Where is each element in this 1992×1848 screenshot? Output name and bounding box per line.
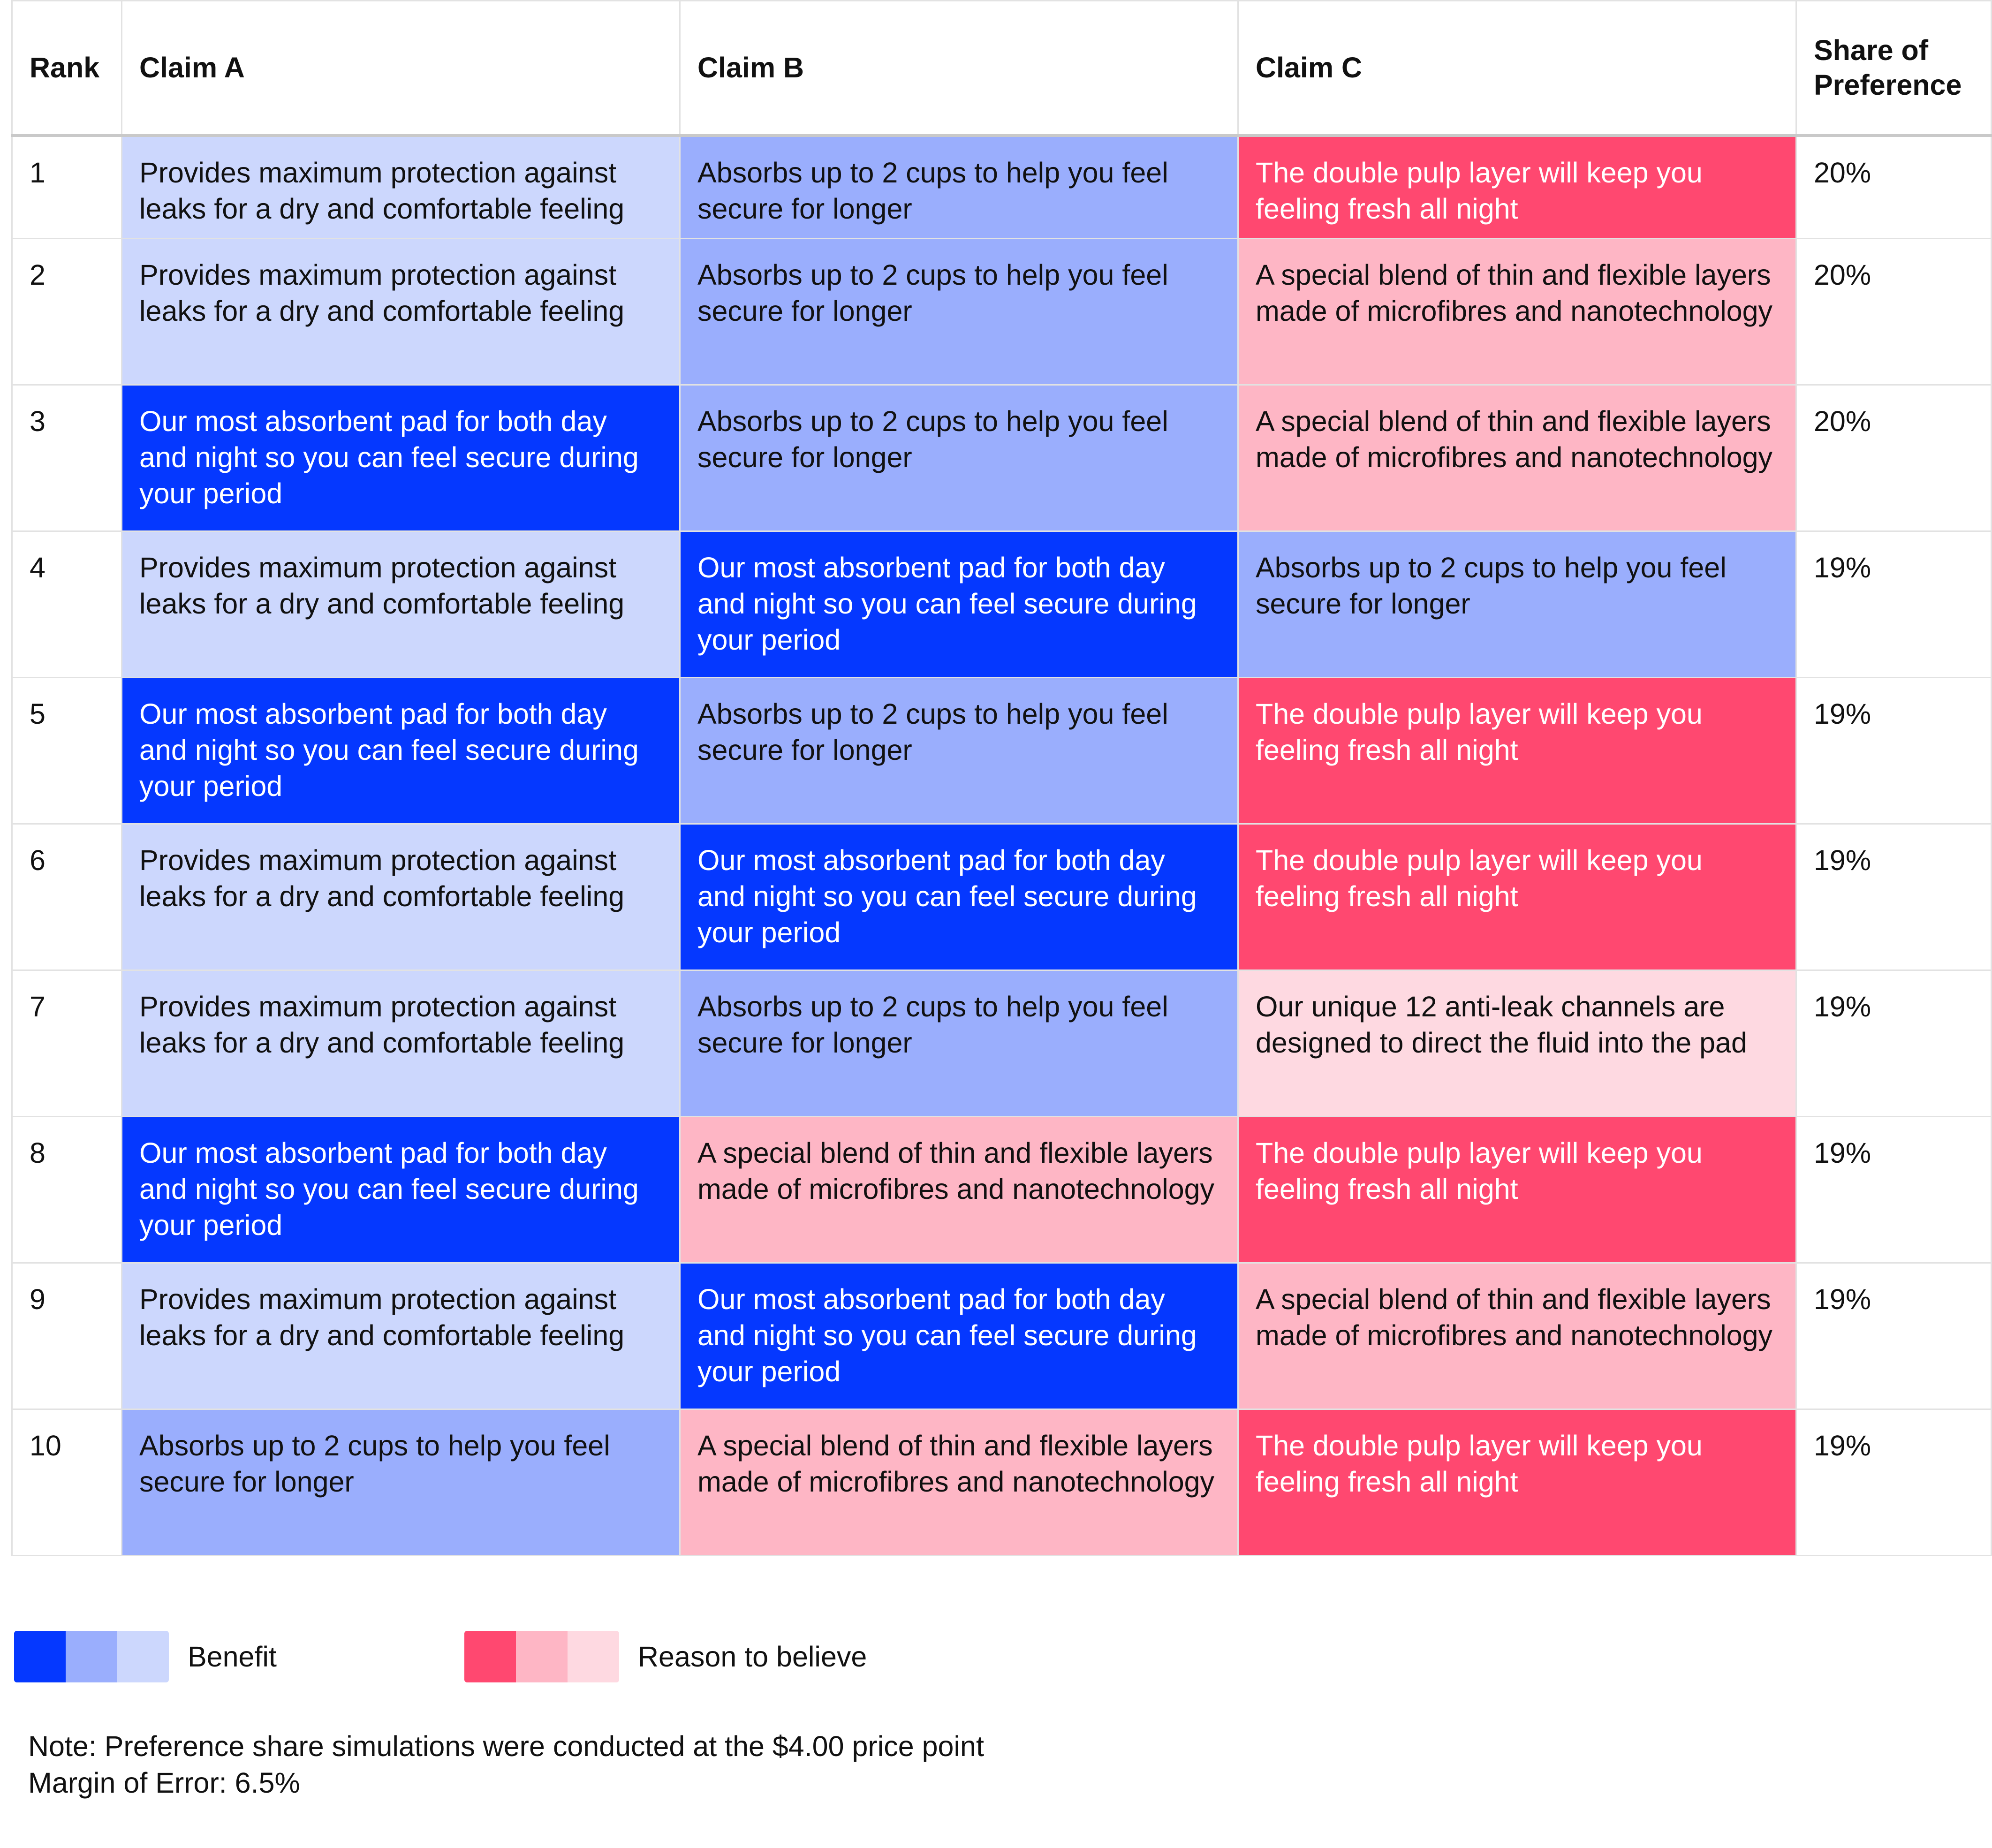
table-header-row: Rank Claim A Claim B Claim C Share of Pr… — [11, 0, 1992, 137]
claim-c-cell: The double pulp layer will keep you feel… — [1237, 1116, 1796, 1264]
claim-a-cell: Provides maximum protection against leak… — [121, 824, 680, 971]
claim-b-cell: Absorbs up to 2 cups to help you feel se… — [679, 385, 1238, 532]
table-row: 1 Provides maximum protection against lea… — [11, 135, 1992, 239]
claim-c-cell: A special blend of thin and flexible lay… — [1237, 238, 1796, 386]
benefit-swatch-dark — [14, 1631, 66, 1682]
rank-cell: 3 — [11, 385, 122, 532]
table-row: 8 Our most absorbent pad for both day and… — [11, 1116, 1992, 1264]
share-of-preference-cell: 19% — [1795, 1263, 1992, 1410]
claim-a-cell: Provides maximum protection against leak… — [121, 531, 680, 678]
claim-a-cell: Absorbs up to 2 cups to help you feel se… — [121, 1409, 680, 1556]
table-row: 3 Our most absorbent pad for both day and… — [11, 385, 1992, 532]
rank-cell: 9 — [11, 1263, 122, 1410]
claim-c-cell: The double pulp layer will keep you feel… — [1237, 677, 1796, 825]
rank-cell: 2 — [11, 238, 122, 386]
claim-b-cell: Absorbs up to 2 cups to help you feel se… — [679, 135, 1238, 239]
table-body: 1 Provides maximum protection against lea… — [11, 135, 1992, 1556]
rtb-swatches — [464, 1631, 619, 1682]
benefit-swatch-light — [117, 1631, 169, 1682]
footnote-margin-of-error: Margin of Error: 6.5% — [28, 1767, 300, 1799]
table-row: 10 Absorbs up to 2 cups to help you feel … — [11, 1409, 1992, 1556]
claim-a-cell: Our most absorbent pad for both day and … — [121, 385, 680, 532]
claim-b-cell: Our most absorbent pad for both day and … — [679, 531, 1238, 678]
table-row: 6 Provides maximum protection against lea… — [11, 824, 1992, 971]
share-of-preference-cell: 20% — [1795, 238, 1992, 386]
header-claim-c: Claim C — [1237, 0, 1796, 137]
claim-c-cell: A special blend of thin and flexible lay… — [1237, 385, 1796, 532]
legend-benefit: Benefit — [14, 1631, 277, 1682]
share-of-preference-cell: 19% — [1795, 1409, 1992, 1556]
claim-c-cell: Our unique 12 anti-leak channels are des… — [1237, 970, 1796, 1117]
claim-b-cell: A special blend of thin and flexible lay… — [679, 1116, 1238, 1264]
rank-cell: 8 — [11, 1116, 122, 1264]
share-of-preference-cell: 19% — [1795, 970, 1992, 1117]
header-claim-b: Claim B — [679, 0, 1238, 137]
legend-reason-to-believe: Reason to believe — [464, 1631, 867, 1682]
claims-table: Rank Claim A Claim B Claim C Share of Pr… — [11, 0, 1992, 1556]
rtb-swatch-light — [568, 1631, 619, 1682]
header-claim-a: Claim A — [121, 0, 680, 137]
rank-cell: 1 — [11, 135, 122, 239]
claim-b-cell: Absorbs up to 2 cups to help you feel se… — [679, 677, 1238, 825]
claim-a-cell: Our most absorbent pad for both day and … — [121, 677, 680, 825]
claim-b-cell: Our most absorbent pad for both day and … — [679, 1263, 1238, 1410]
footnote-price-point: Note: Preference share simulations were … — [28, 1730, 984, 1762]
claim-b-cell: Absorbs up to 2 cups to help you feel se… — [679, 238, 1238, 386]
table-row: 7 Provides maximum protection against lea… — [11, 970, 1992, 1117]
claim-a-cell: Provides maximum protection against leak… — [121, 238, 680, 386]
share-of-preference-cell: 19% — [1795, 531, 1992, 678]
claim-a-cell: Provides maximum protection against leak… — [121, 135, 680, 239]
share-of-preference-cell: 19% — [1795, 677, 1992, 825]
claim-c-cell: The double pulp layer will keep you feel… — [1237, 1409, 1796, 1556]
claim-c-cell: The double pulp layer will keep you feel… — [1237, 135, 1796, 239]
rank-cell: 10 — [11, 1409, 122, 1556]
rank-cell: 5 — [11, 677, 122, 825]
claim-c-cell: The double pulp layer will keep you feel… — [1237, 824, 1796, 971]
table-row: 9 Provides maximum protection against lea… — [11, 1263, 1992, 1410]
claim-c-cell: Absorbs up to 2 cups to help you feel se… — [1237, 531, 1796, 678]
table-row: 2 Provides maximum protection against lea… — [11, 238, 1992, 386]
claim-a-cell: Provides maximum protection against leak… — [121, 970, 680, 1117]
header-share-of-preference: Share of Preference — [1795, 0, 1992, 137]
rtb-swatch-dark — [464, 1631, 516, 1682]
benefit-swatches — [14, 1631, 169, 1682]
claim-c-cell: A special blend of thin and flexible lay… — [1237, 1263, 1796, 1410]
claim-b-cell: A special blend of thin and flexible lay… — [679, 1409, 1238, 1556]
table-row: 5 Our most absorbent pad for both day and… — [11, 677, 1992, 825]
claim-a-cell: Provides maximum protection against leak… — [121, 1263, 680, 1410]
rank-cell: 7 — [11, 970, 122, 1117]
benefit-swatch-mid — [66, 1631, 117, 1682]
claim-b-cell: Absorbs up to 2 cups to help you feel se… — [679, 970, 1238, 1117]
header-rank: Rank — [11, 0, 122, 137]
legend-benefit-label: Benefit — [188, 1641, 277, 1673]
share-of-preference-cell: 19% — [1795, 1116, 1992, 1264]
share-of-preference-cell: 20% — [1795, 135, 1992, 239]
rtb-swatch-mid — [516, 1631, 568, 1682]
legend-rtb-label: Reason to believe — [638, 1641, 867, 1673]
table-row: 4 Provides maximum protection against lea… — [11, 531, 1992, 678]
share-of-preference-cell: 20% — [1795, 385, 1992, 532]
claim-b-cell: Our most absorbent pad for both day and … — [679, 824, 1238, 971]
share-of-preference-cell: 19% — [1795, 824, 1992, 971]
rank-cell: 6 — [11, 824, 122, 971]
claim-a-cell: Our most absorbent pad for both day and … — [121, 1116, 680, 1264]
rank-cell: 4 — [11, 531, 122, 678]
